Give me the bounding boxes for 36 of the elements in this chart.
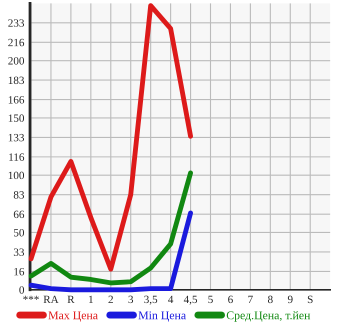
legend-label: Max Цена (48, 311, 98, 322)
y-tick-label: 200 (8, 57, 24, 65)
line-series (28, 210, 193, 292)
x-tick-label: 1 (89, 296, 93, 304)
y-tick-label: 166 (8, 96, 24, 104)
y-tick-label: 150 (8, 114, 24, 122)
x-tick-label: 8 (268, 296, 273, 304)
y-tick-label: 66 (14, 210, 24, 218)
y-tick-label: 50 (14, 228, 24, 236)
x-tick-label: 2 (108, 296, 113, 304)
y-tick-label: 0 (19, 286, 24, 294)
x-tick-label: S (308, 296, 313, 304)
y-tick-label: 16 (14, 268, 24, 276)
legend-label: Min Цена (138, 311, 186, 322)
x-tick-label: R (68, 296, 75, 304)
x-tick-label: *** (23, 296, 39, 300)
line-series (28, 3, 193, 272)
x-tick-label: 3 (128, 296, 134, 304)
y-tick-label: 233 (8, 19, 24, 27)
y-tick-label: 116 (9, 153, 24, 161)
y-tick-label: 100 (8, 172, 24, 180)
x-tick-label: 4,5 (184, 296, 198, 305)
x-tick-label: 6 (228, 296, 233, 304)
x-tick-label: 3,5 (144, 296, 158, 305)
x-tick-label: 7 (248, 296, 253, 304)
y-tick-label: 83 (14, 191, 24, 199)
y-tick-label: 33 (14, 248, 24, 256)
x-tick-label: 4 (168, 296, 174, 304)
x-tick-label: RA (44, 296, 59, 304)
y-tick-label: 216 (8, 38, 24, 46)
y-tick-label: 183 (8, 76, 24, 84)
x-tick-label: 5 (208, 296, 213, 304)
y-tick-label: 133 (8, 134, 24, 142)
x-tick-label: 9 (288, 296, 293, 304)
line-series (28, 170, 193, 286)
legend-label: Сред.Цена, т.йен (226, 311, 310, 322)
